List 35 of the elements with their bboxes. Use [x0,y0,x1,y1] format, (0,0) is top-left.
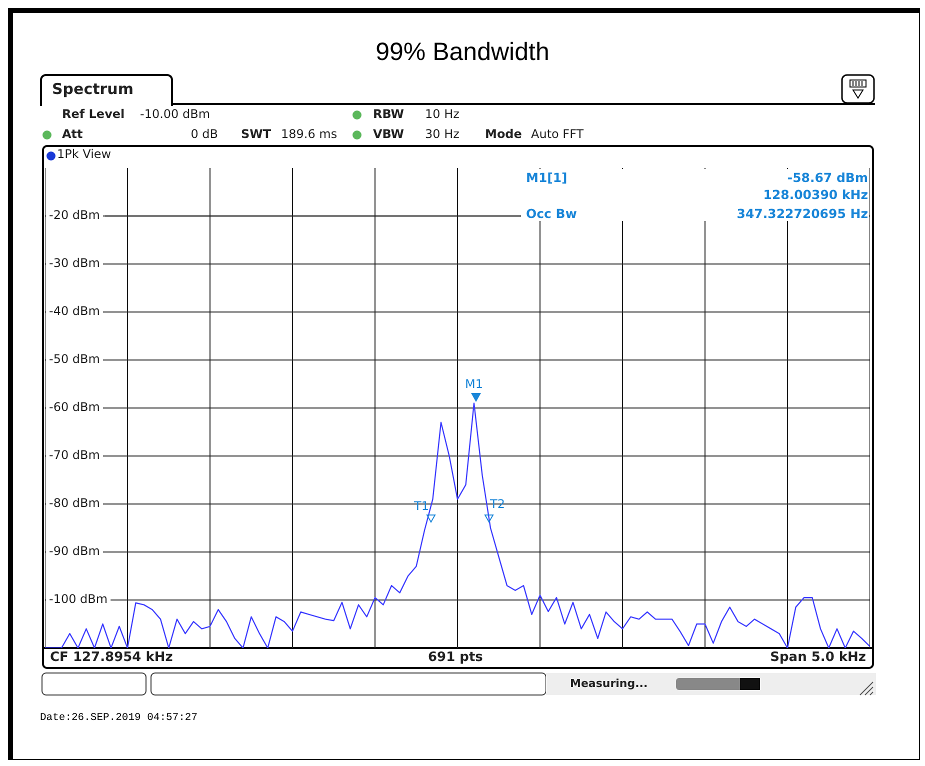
y-tick-label: -60 dBm [49,400,100,414]
text: Mode [485,127,522,141]
text: Spectrum [52,80,134,98]
text: 10 Hz [425,107,460,121]
text: Measuring... [570,677,648,690]
text: Auto FFT [531,127,584,141]
text: Span 5.0 kHz [770,650,866,665]
annotation: Occ Bw [526,206,577,221]
text: 1Pk View [57,147,112,161]
text: -10.00 dBm [140,107,210,121]
annotation: 347.322720695 Hz [736,206,868,221]
text: Att [62,127,83,141]
y-tick-label: -30 dBm [49,256,100,270]
text: CF 127.8954 kHz [50,650,173,665]
text: 189.6 ms [281,127,338,141]
text: 691 pts [428,650,483,665]
annotation: -58.67 dBm [787,170,868,185]
text: 0 dB [190,127,218,141]
chart-title: 99% Bandwidth [374,38,550,67]
y-tick-label: -70 dBm [49,448,100,462]
y-tick-label: -80 dBm [49,496,100,510]
annotation: M1[1] [526,170,568,185]
y-tick-label: -20 dBm [49,208,100,222]
text: 30 Hz [425,127,460,141]
y-tick-label: -40 dBm [49,304,100,318]
text: RBW [373,107,404,121]
annotation: 128.00390 kHz [763,187,868,202]
text: Ref Level [62,107,125,121]
text: VBW [373,127,404,141]
y-tick-label: -90 dBm [49,544,100,558]
annotation: M1 [465,377,483,391]
text: SWT [241,127,272,141]
text: Date:26.SEP.2019 04:57:27 [40,712,198,724]
y-tick-label: -50 dBm [49,352,100,366]
y-tick-label: -100 dBm [49,592,108,606]
